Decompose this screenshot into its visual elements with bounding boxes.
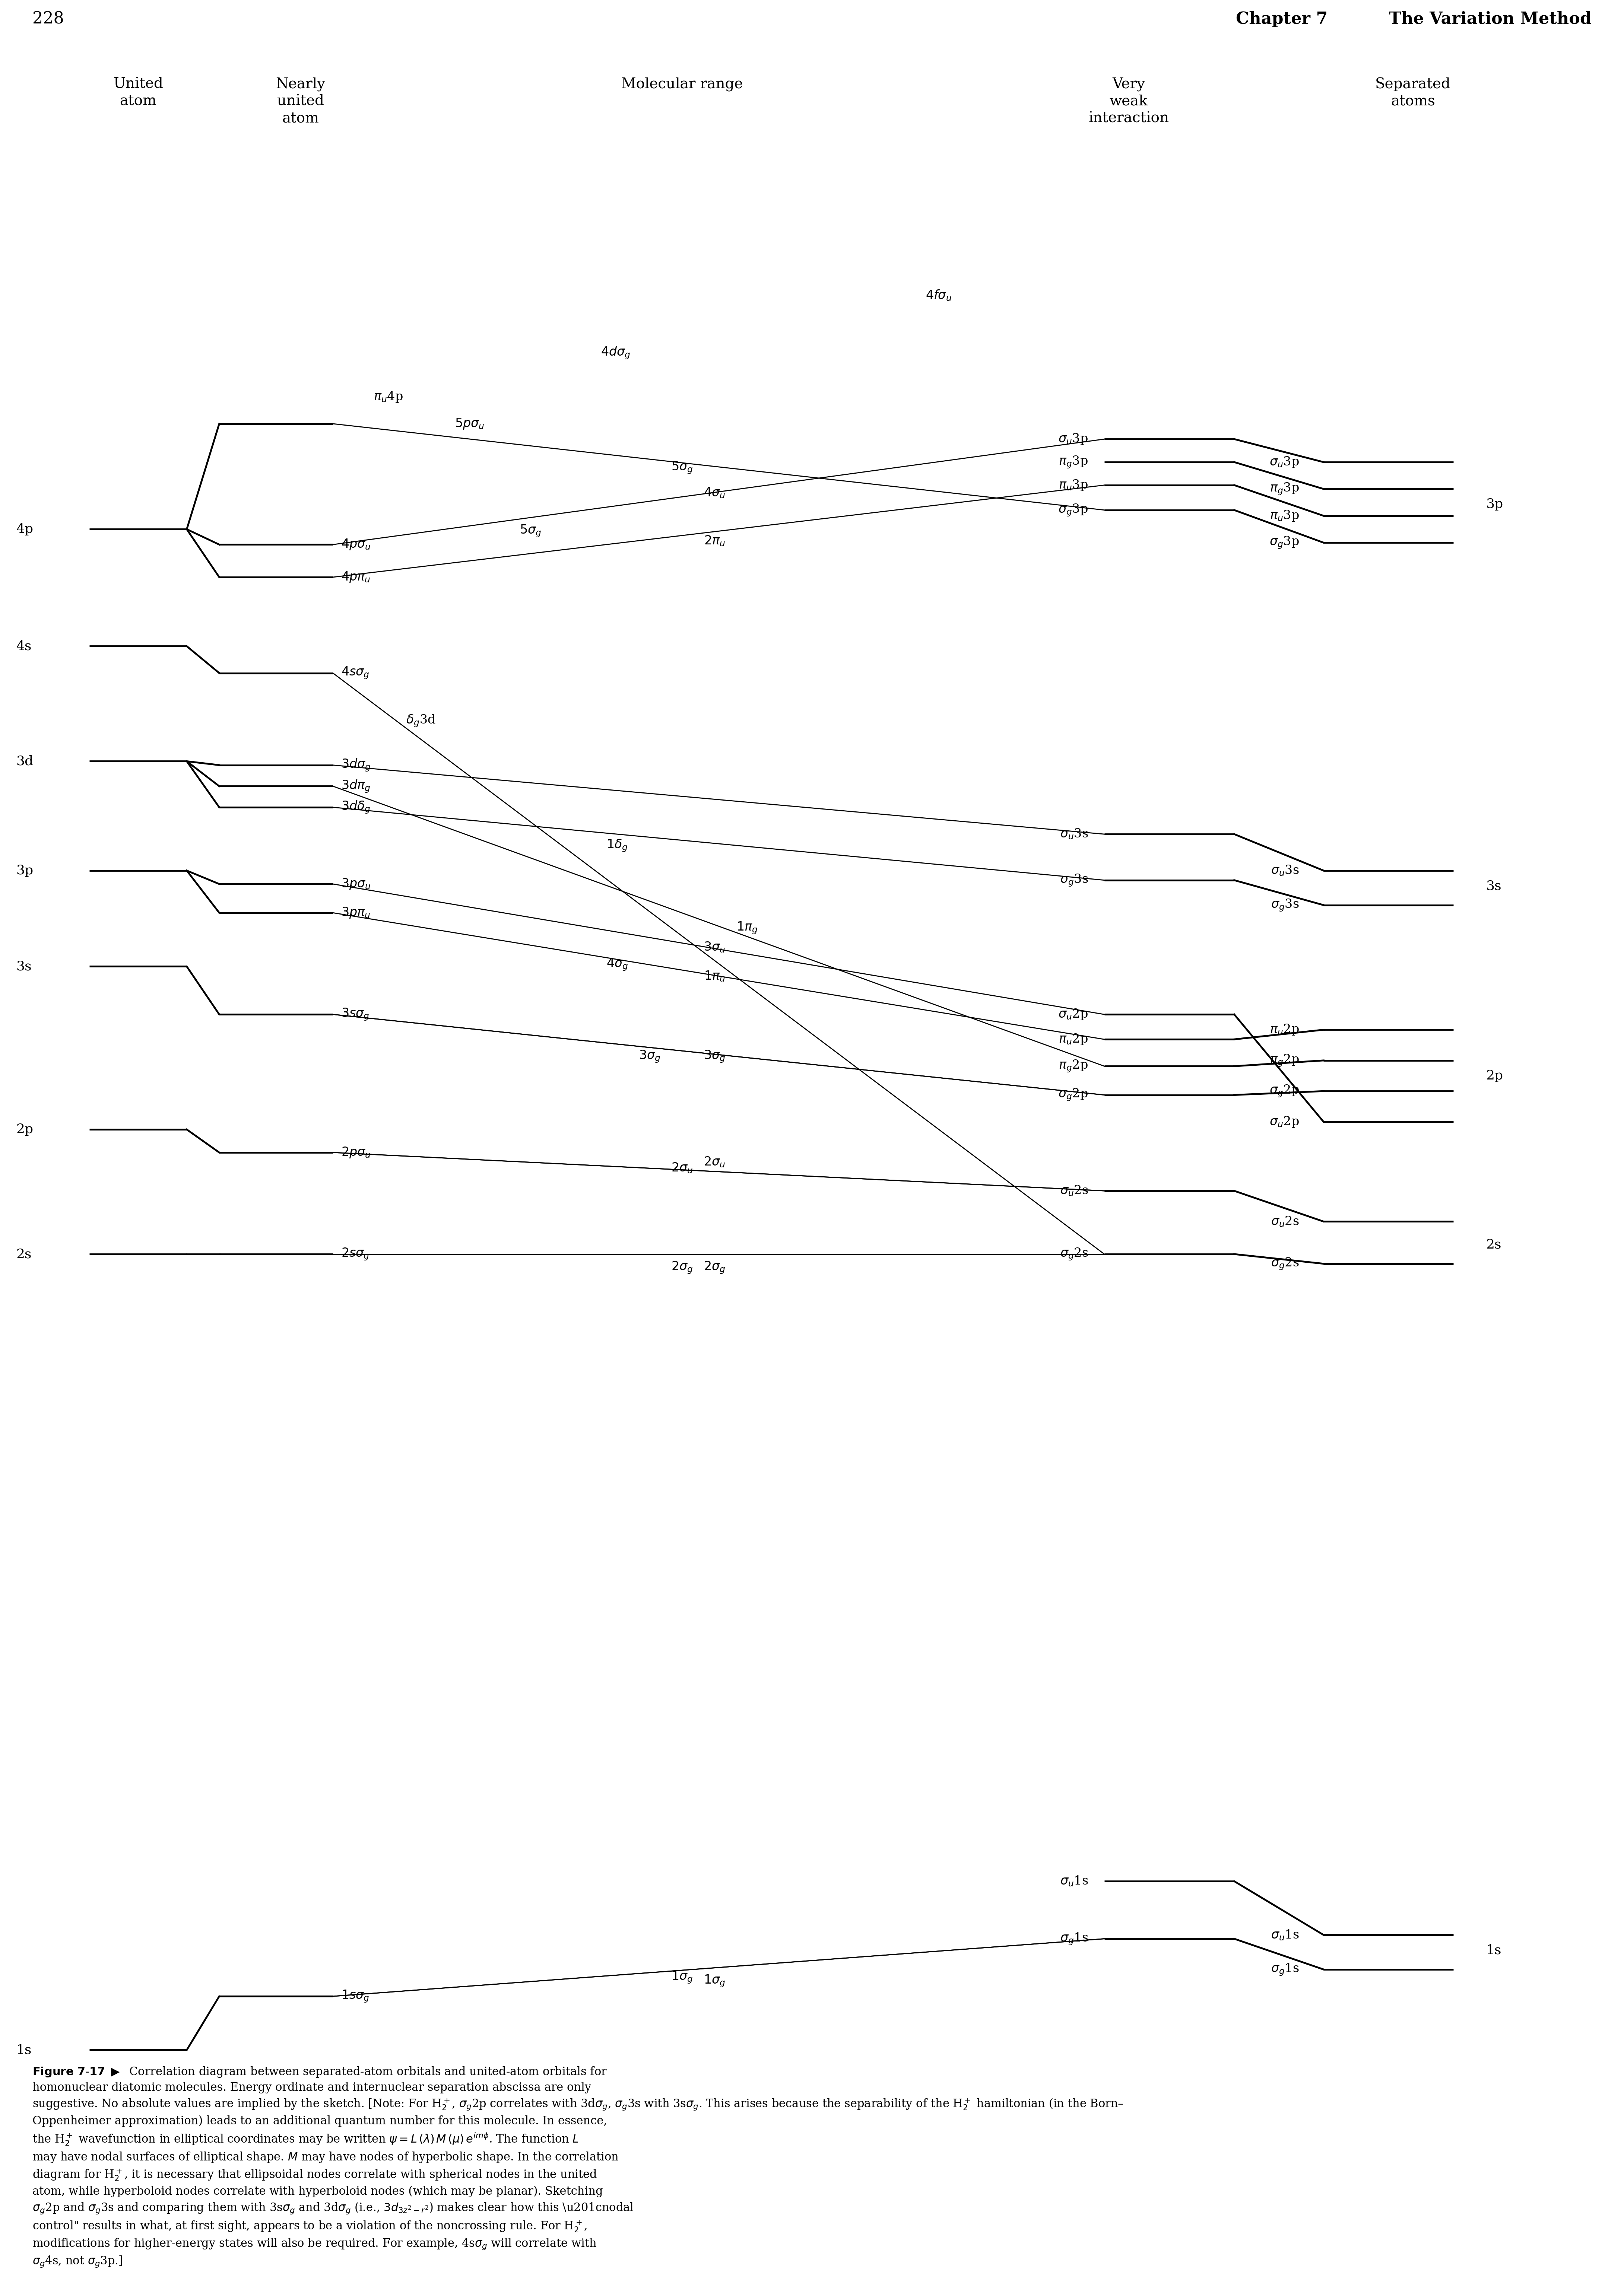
Text: $3p\sigma_u$: $3p\sigma_u$ xyxy=(341,877,370,891)
Text: 2p: 2p xyxy=(16,1123,34,1137)
Text: $\sigma_u$3s: $\sigma_u$3s xyxy=(1272,863,1299,877)
Text: $\pi_u$2p: $\pi_u$2p xyxy=(1059,1033,1088,1047)
Text: $\sigma_u$3p: $\sigma_u$3p xyxy=(1059,432,1088,445)
Text: Nearly
united
atom: Nearly united atom xyxy=(276,78,325,126)
Text: $1\sigma_g$: $1\sigma_g$ xyxy=(703,1975,726,1988)
Text: $\pi_g$3p: $\pi_g$3p xyxy=(1059,455,1088,468)
Text: $\sigma_g$1s: $\sigma_g$1s xyxy=(1272,1963,1299,1977)
Text: 4s: 4s xyxy=(16,641,32,652)
Text: $4\sigma_u$: $4\sigma_u$ xyxy=(703,487,726,498)
Text: 4p: 4p xyxy=(16,523,34,535)
Text: $3s\sigma_g$: $3s\sigma_g$ xyxy=(341,1008,369,1022)
Text: $5\sigma_g$: $5\sigma_g$ xyxy=(671,461,693,475)
Text: 2s: 2s xyxy=(16,1247,32,1261)
Text: 1s: 1s xyxy=(1486,1945,1502,1956)
Text: $1\pi_g$: $1\pi_g$ xyxy=(736,921,758,934)
Text: $3p\pi_u$: $3p\pi_u$ xyxy=(341,907,370,918)
Text: 3p: 3p xyxy=(16,863,34,877)
Text: $1\delta_g$: $1\delta_g$ xyxy=(606,838,628,854)
Text: $\pi_g$3p: $\pi_g$3p xyxy=(1270,482,1299,496)
Text: $\sigma_g$2p: $\sigma_g$2p xyxy=(1270,1084,1299,1097)
Text: $1s\sigma_g$: $1s\sigma_g$ xyxy=(341,1988,369,2004)
Text: $2p\sigma_u$: $2p\sigma_u$ xyxy=(341,1146,370,1159)
Text: $2\sigma_u$: $2\sigma_u$ xyxy=(703,1155,726,1169)
Text: United
atom: United atom xyxy=(114,78,162,108)
Text: 3s: 3s xyxy=(1486,879,1502,893)
Text: $2s\sigma_g$: $2s\sigma_g$ xyxy=(341,1247,369,1261)
Text: 1s: 1s xyxy=(16,2043,32,2057)
Text: $\sigma_g$2s: $\sigma_g$2s xyxy=(1272,1256,1299,1272)
Text: $4f\sigma_u$: $4f\sigma_u$ xyxy=(926,289,952,301)
Text: $3d\sigma_g$: $3d\sigma_g$ xyxy=(341,758,370,774)
Text: 2s: 2s xyxy=(1486,1238,1502,1251)
Text: $3\sigma_g$: $3\sigma_g$ xyxy=(638,1049,661,1063)
Text: $\sigma_g$3s: $\sigma_g$3s xyxy=(1060,872,1088,889)
Text: $4p\sigma_u$: $4p\sigma_u$ xyxy=(341,537,370,551)
Text: $5\sigma_g$: $5\sigma_g$ xyxy=(520,523,541,540)
Text: $3\sigma_g$: $3\sigma_g$ xyxy=(703,1049,726,1063)
Text: $\pi_u$3p: $\pi_u$3p xyxy=(1270,510,1299,523)
Text: $\sigma_g$3s: $\sigma_g$3s xyxy=(1272,898,1299,912)
Text: $2\sigma_g$: $2\sigma_g$ xyxy=(703,1261,726,1274)
Text: $2\sigma_u$: $2\sigma_u$ xyxy=(671,1162,693,1173)
Text: $3d\delta_g$: $3d\delta_g$ xyxy=(341,799,370,815)
Text: $\sigma_u$1s: $\sigma_u$1s xyxy=(1272,1929,1299,1942)
Text: 2p: 2p xyxy=(1486,1070,1504,1081)
Text: $\sigma_g$2s: $\sigma_g$2s xyxy=(1060,1247,1088,1261)
Text: $4\sigma_g$: $4\sigma_g$ xyxy=(606,957,628,971)
Text: $3\sigma_u$: $3\sigma_u$ xyxy=(703,941,726,953)
Text: $\sigma_u$2s: $\sigma_u$2s xyxy=(1272,1215,1299,1228)
Text: Molecular range: Molecular range xyxy=(622,78,742,92)
Text: $3d\pi_g$: $3d\pi_g$ xyxy=(341,778,370,794)
Text: $4d\sigma_g$: $4d\sigma_g$ xyxy=(601,344,630,360)
Text: $\delta_g$3d: $\delta_g$3d xyxy=(406,714,435,728)
Text: $\bf{Figure\ 7\text{-}17}$ $\blacktriangleright$  Correlation diagram between se: $\bf{Figure\ 7\text{-}17}$ $\blacktriang… xyxy=(32,2066,1124,2268)
Text: 3p: 3p xyxy=(1486,498,1504,510)
Text: $\pi_g$2p: $\pi_g$2p xyxy=(1270,1054,1299,1068)
Text: $1\pi_u$: $1\pi_u$ xyxy=(703,969,726,983)
Text: $2\sigma_g$: $2\sigma_g$ xyxy=(671,1261,693,1274)
Text: $\sigma_g$2p: $\sigma_g$2p xyxy=(1059,1088,1088,1102)
Text: $4p\pi_u$: $4p\pi_u$ xyxy=(341,569,370,583)
Text: Separated
atoms: Separated atoms xyxy=(1376,78,1450,108)
Text: $\sigma_g$3p: $\sigma_g$3p xyxy=(1270,535,1299,551)
Text: Very
weak
interaction: Very weak interaction xyxy=(1088,78,1169,126)
Text: $\sigma_u$3p: $\sigma_u$3p xyxy=(1270,455,1299,468)
Text: $2\pi_u$: $2\pi_u$ xyxy=(703,535,726,546)
Text: $\sigma_u$1s: $\sigma_u$1s xyxy=(1060,1876,1088,1887)
Text: $\pi_u$2p: $\pi_u$2p xyxy=(1270,1024,1299,1035)
Text: $\sigma_g$1s: $\sigma_g$1s xyxy=(1060,1931,1088,1947)
Text: Chapter 7     The Variation Method: Chapter 7 The Variation Method xyxy=(1236,11,1592,28)
Text: $\sigma_g$3p: $\sigma_g$3p xyxy=(1059,503,1088,517)
Text: 3s: 3s xyxy=(16,960,32,974)
Text: $\sigma_u$2s: $\sigma_u$2s xyxy=(1060,1185,1088,1196)
Text: $\sigma_u$2p: $\sigma_u$2p xyxy=(1270,1116,1299,1130)
Text: $4s\sigma_g$: $4s\sigma_g$ xyxy=(341,666,369,680)
Text: $5p\sigma_u$: $5p\sigma_u$ xyxy=(455,418,484,429)
Text: 3d: 3d xyxy=(16,755,34,767)
Text: 228: 228 xyxy=(32,11,63,28)
Text: $\pi_u$4p: $\pi_u$4p xyxy=(374,390,403,404)
Text: $1\sigma_g$: $1\sigma_g$ xyxy=(671,1970,693,1984)
Text: $\pi_g$2p: $\pi_g$2p xyxy=(1059,1058,1088,1075)
Text: $\pi_u$3p: $\pi_u$3p xyxy=(1059,478,1088,491)
Text: $\sigma_u$3s: $\sigma_u$3s xyxy=(1060,827,1088,840)
Text: $\sigma_u$2p: $\sigma_u$2p xyxy=(1059,1008,1088,1022)
